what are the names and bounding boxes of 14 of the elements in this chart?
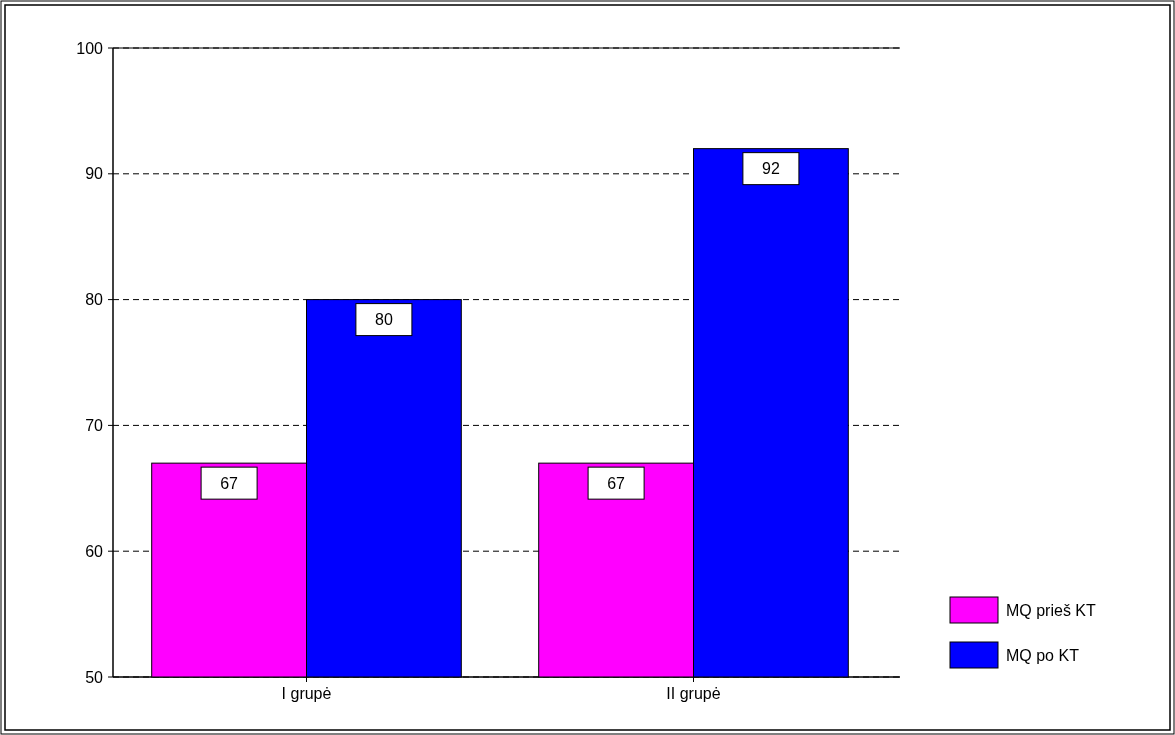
- y-tick-label: 70: [85, 417, 104, 434]
- y-tick-label: 100: [76, 39, 104, 57]
- data-label: 80: [375, 311, 393, 329]
- data-label: 67: [220, 474, 239, 492]
- data-label: 92: [762, 160, 780, 178]
- x-tick-label: I grupė: [281, 685, 332, 702]
- legend-label: MQ po KT: [1006, 646, 1080, 664]
- y-tick-label: 60: [85, 542, 104, 560]
- x-tick-label: II grupė: [666, 685, 721, 702]
- y-tick-label: 50: [85, 668, 104, 686]
- y-tick-label: 80: [85, 291, 104, 309]
- legend-label: MQ prieš KT: [1006, 601, 1097, 619]
- data-label: 67: [607, 474, 626, 492]
- y-tick-label: 90: [85, 165, 104, 183]
